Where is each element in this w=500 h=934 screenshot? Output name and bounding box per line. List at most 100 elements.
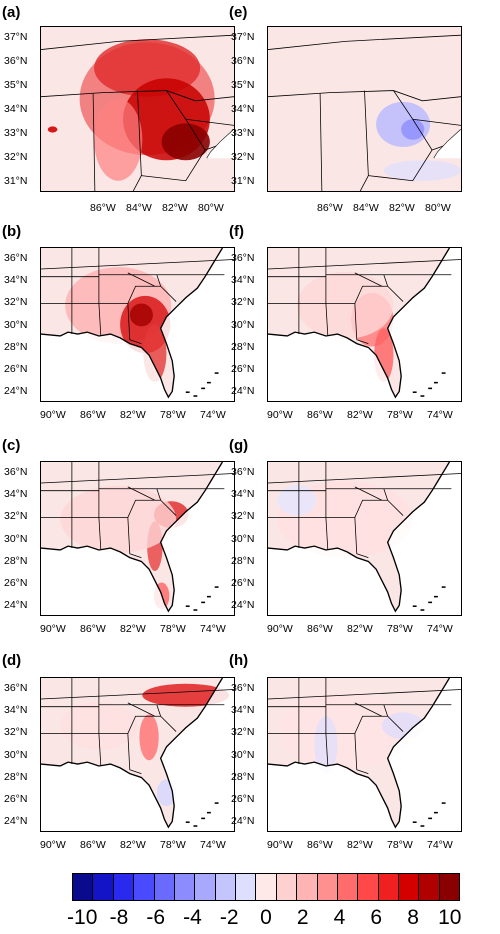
state-border-f-1 [325,303,329,336]
lat-tick-b-2: 32°N [4,296,28,309]
lat-tick-e-4: 33°N [231,127,255,139]
lat-tick-a-3: 34°N [4,103,28,115]
island-d-1 [193,825,198,827]
colorbar-bin-5 [174,874,196,900]
lon-tick-f-0: 90°W [267,409,293,421]
lat-tick-b-4: 28°N [4,340,28,353]
lat-tick-c-1: 34°N [4,488,28,501]
lat-tick-f-4: 28°N [231,340,255,353]
colorbar-bin-10 [276,874,298,900]
colorbar-label-7: 4 [333,906,346,929]
lon-tick-d-4: 74°W [200,839,226,851]
island-f-2 [428,387,433,390]
map-field-f [268,248,461,401]
lat-tick-d-5: 26°N [4,792,28,805]
map-field-a [41,34,234,191]
lat-tick-e-6: 31°N [231,175,255,187]
lon-tick-b-1: 86°W [80,409,106,421]
state-border-d-1 [98,733,102,766]
colorbar-label-3: -4 [183,906,202,929]
lat-tick-c-0: 36°N [4,466,28,478]
panel-label-f: (f) [229,223,244,240]
colorbar-bin-0 [73,874,94,900]
lat-tick-g-3: 30°N [231,532,255,545]
state-border-b-11 [41,259,234,270]
state-border-h-6 [354,715,404,734]
anomaly-blob-f-2 [296,271,394,339]
lon-tick-d-1: 86°W [80,839,106,851]
lat-tick-d-6: 24°N [4,815,28,827]
colorbar-label-5: 0 [260,906,272,929]
map-field-c [41,462,234,615]
island-b-3 [206,381,211,384]
lon-tick-a-3: 80°W [198,202,224,214]
anomaly-blob-e-1 [401,119,425,140]
lat-tick-a-4: 33°N [4,127,28,139]
state-border-b-6 [127,285,177,304]
colorbar-bin-18 [439,874,460,900]
state-border-c-4 [127,517,131,554]
state-border-b-9 [156,274,162,287]
colorbar-bin-7 [215,874,236,900]
colorbar-bin-6 [195,874,216,900]
panel-label-b: (b) [2,223,22,240]
state-border-h-1 [325,733,329,766]
colorbar-bin-9 [256,874,277,900]
lat-tick-g-5: 26°N [231,576,255,589]
lon-tick-e-3: 80°W [425,202,451,214]
island-c-0 [185,605,190,607]
state-border-c-5 [129,553,142,558]
anomaly-blob-b-3 [129,303,153,327]
lon-tick-f-4: 74°W [427,409,453,421]
island-g-1 [420,609,425,611]
island-f-4 [441,372,446,374]
state-border-a-6 [185,118,234,126]
lat-tick-f-3: 30°N [231,318,255,331]
lon-tick-e-0: 86°W [317,202,343,214]
anomaly-blob-d-0 [142,683,230,707]
island-b-4 [214,372,219,374]
ocean-mask-g [268,462,461,615]
state-border-g-9 [383,488,389,501]
lat-tick-b-5: 26°N [4,362,28,375]
island-g-3 [433,595,438,598]
island-c-2 [201,601,206,604]
lat-tick-a-6: 31°N [4,175,28,187]
colorbar-bin-14 [358,874,379,900]
anomaly-blob-g-1 [277,484,317,516]
state-border-c-6 [127,499,177,518]
colorbar-bin-8 [236,874,257,900]
lat-tick-g-1: 34°N [231,488,255,501]
state-border-h-11 [268,689,461,700]
island-d-4 [214,802,219,804]
state-border-b-4 [127,303,131,340]
state-border-f-4 [354,303,358,340]
colorbar-bin-3 [134,874,155,900]
lat-tick-c-6: 24°N [4,599,28,611]
state-border-f-11 [268,259,461,270]
state-border-d-11 [41,689,234,700]
anomaly-blob-a-5 [47,126,58,133]
panel-label-e: (e) [229,4,248,21]
colorbar-label-0: -10 [67,906,98,929]
state-border-g-4 [354,517,358,554]
lon-tick-c-2: 82°W [120,623,146,635]
panel-label-g: (g) [229,437,249,454]
island-h-4 [441,802,446,804]
island-f-3 [433,381,438,384]
island-f-0 [412,391,417,393]
island-g-2 [428,601,433,604]
lat-tick-h-6: 24°N [231,815,255,827]
lon-tick-f-1: 86°W [307,409,333,421]
anomaly-blob-c-3 [60,485,177,553]
lon-tick-c-1: 86°W [80,623,106,635]
map-field-g [268,462,461,615]
colorbar-bin-17 [419,874,440,900]
island-b-2 [201,387,206,390]
panel-label-a: (a) [2,4,21,21]
map-panel-c [40,461,235,616]
state-border-g-5 [356,553,369,558]
anomaly-blob-e-2 [383,160,461,181]
lon-tick-d-0: 90°W [40,839,66,851]
lat-tick-h-4: 28°N [231,770,255,783]
